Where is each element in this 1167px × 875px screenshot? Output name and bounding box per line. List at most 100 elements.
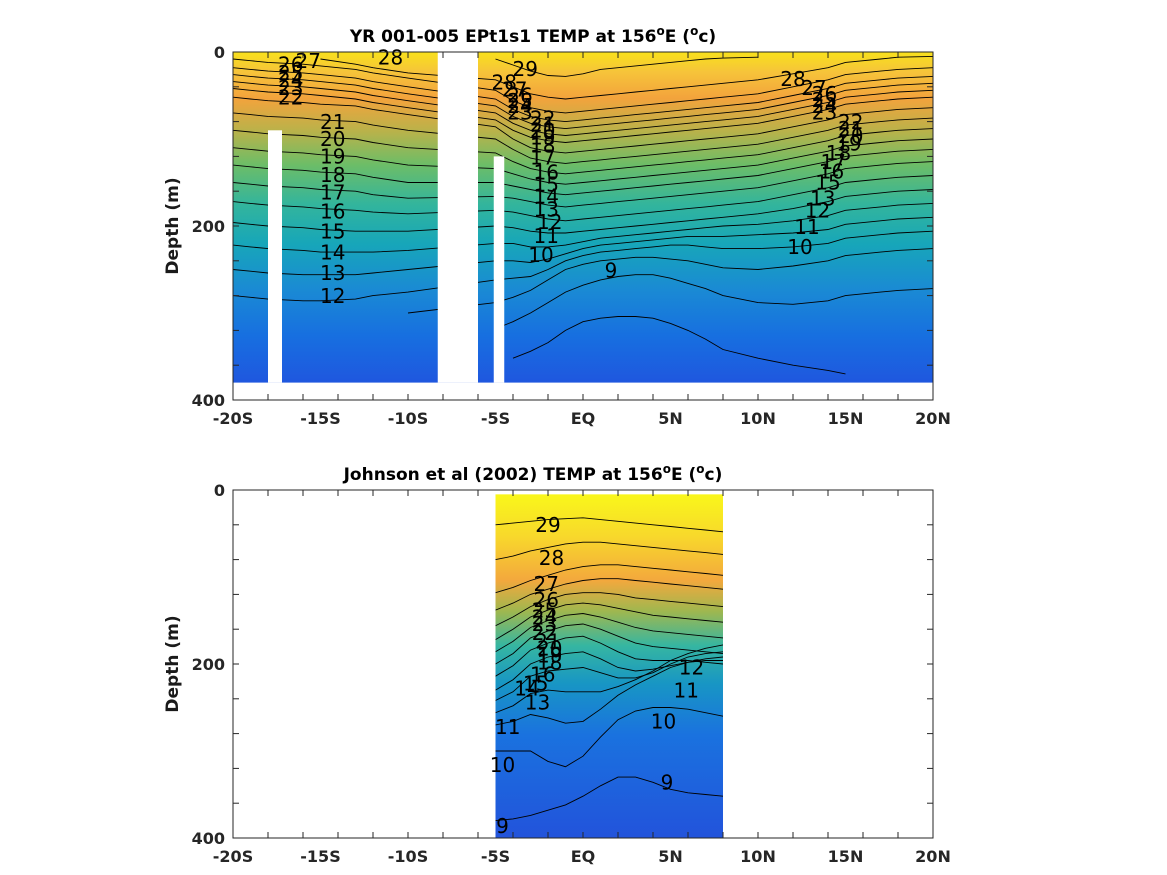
chart0-gap-1	[437, 52, 478, 383]
chart1-contour-label: 13	[525, 691, 550, 715]
chart1-contour-label: 23	[532, 612, 557, 636]
chart0-isotherm-17	[233, 161, 933, 208]
chart1-field	[495, 494, 723, 838]
chart1-x-tick-label: -10S	[388, 847, 428, 866]
chart0-contour-label: 17	[530, 146, 555, 170]
chart0-isotherm-27	[233, 58, 933, 114]
chart1-contour-label: 19	[537, 644, 562, 668]
chart0-contour-label: 22	[838, 110, 863, 134]
chart1-x-tick-label: EQ	[571, 847, 596, 866]
chart0-x-tick-label: -10S	[388, 409, 428, 428]
chart0-contour-label: 23	[812, 100, 837, 124]
chart0-gap-2	[493, 156, 505, 383]
chart0-isotherms	[233, 55, 933, 375]
chart1-x-tick-label: -20S	[213, 847, 253, 866]
chart1-contour-label: 11	[495, 715, 520, 739]
chart0-contour-label: 26	[507, 84, 532, 108]
chart0-ylabel: Depth (m)	[163, 177, 183, 274]
chart0-contour-label: 13	[534, 198, 559, 222]
chart1-contour-label: 9	[496, 814, 509, 838]
chart0-contour-label: 15	[534, 172, 559, 196]
chart0-contour-label: 29	[513, 57, 538, 81]
chart0-contour-label: 28	[378, 45, 403, 69]
chart0-contour-label: 22	[530, 106, 555, 130]
chart0-contour-label: 24	[278, 68, 303, 92]
chart0-contour-label: 9	[605, 259, 618, 283]
chart0-contour-label: 21	[838, 117, 863, 141]
chart1-isotherm-10	[495, 707, 723, 768]
chart0-contour-label: 19	[530, 126, 555, 150]
chart0-isotherm-24	[233, 81, 933, 136]
chart0-contour-label: 25	[507, 89, 532, 113]
chart1-isotherm-29	[495, 517, 723, 533]
chart1-contour-label: 10	[490, 753, 515, 777]
chart1-contour-label: 24	[532, 605, 557, 629]
chart1-isotherm-11	[495, 656, 723, 726]
chart1-contour-label: 22	[532, 621, 557, 645]
chart0-isotherm-23	[233, 88, 933, 143]
chart0-x-tick-label: 10N	[740, 409, 776, 428]
chart0-isotherm-14	[233, 202, 933, 253]
chart1-isotherm-13	[495, 651, 723, 701]
chart0-isotherm-18	[233, 148, 933, 196]
chart0-contour-label: 27	[801, 76, 826, 100]
chart1-contour-label: 29	[535, 513, 560, 537]
chart1-contour-label: 26	[534, 588, 559, 612]
chart1-contour-label: 16	[530, 663, 555, 687]
chart1-contour-label: 21	[535, 630, 560, 654]
chart0-isotherm-22	[233, 96, 933, 154]
chart0-x-tick-label: -15S	[300, 409, 340, 428]
chart0-contour-label: 16	[320, 199, 345, 223]
chart0-contour-label: 25	[812, 88, 837, 112]
chart1-contour-label: 15	[523, 671, 548, 695]
chart1-y-tick-label: 400	[192, 829, 225, 848]
chart0-isotherm-12	[233, 230, 933, 302]
chart0-isotherm-28	[320, 55, 933, 100]
chart0-contour-label: 27	[502, 78, 527, 102]
chart0-contour-label: 24	[812, 94, 837, 118]
chart0-contour-label: 10	[528, 243, 553, 267]
chart0-isotherm-9	[512, 316, 846, 375]
chart0-x-tick-label: -5S	[481, 409, 510, 428]
chart1-contour-label: 12	[679, 656, 704, 680]
chart0-contour-label: 26	[278, 52, 303, 76]
chart1-contour-label: 20	[537, 637, 562, 661]
chart0-contour-label: 26	[812, 82, 837, 106]
chart0-contour-label: 12	[320, 284, 345, 308]
chart1-x-tick-label: 15N	[828, 847, 864, 866]
chart0-contour-label: 12	[805, 199, 830, 223]
chart0-x-tick-label: EQ	[571, 409, 596, 428]
chart0-contour-label: 18	[826, 141, 851, 165]
chart1-ylabel: Depth (m)	[163, 615, 183, 712]
chart0-contour-label: 10	[787, 235, 812, 259]
chart0-contour-label: 23	[278, 76, 303, 100]
chart1-isotherm-20	[495, 613, 723, 653]
chart1-isotherm-24	[495, 592, 723, 627]
chart1-isotherm-28	[495, 541, 723, 561]
chart0-contour-label: 15	[320, 219, 345, 243]
chart0-contour-label: 20	[320, 127, 345, 151]
chart0-contour-label: 21	[320, 110, 345, 134]
chart1-y-tick-label: 0	[214, 481, 225, 500]
chart1-x-tick-label: 20N	[915, 847, 951, 866]
chart1-isotherm-27	[495, 564, 723, 594]
chart0-isotherm-26	[233, 67, 933, 123]
chart0-contour-label: 16	[819, 159, 844, 183]
chart1-contour-label: 18	[537, 651, 562, 675]
chart0-isotherm-16	[233, 175, 933, 222]
chart0-contour-label: 21	[530, 112, 555, 136]
chart0-contour-label: 22	[278, 85, 303, 109]
chart0-contour-label: 25	[278, 61, 303, 85]
chart1-isotherm-26	[495, 578, 723, 611]
chart0-contour-label: 28	[492, 71, 517, 95]
chart0-isotherm-19	[233, 138, 933, 185]
chart0-contour-label: 11	[534, 224, 559, 248]
chart0-contour-label: 28	[780, 67, 805, 91]
chart0-contour-label: 16	[534, 160, 559, 184]
chart0-y-tick-label: 200	[192, 217, 225, 236]
chart0-contour-label: 14	[320, 240, 345, 264]
chart1-isotherm-22	[495, 602, 723, 640]
chart1-isotherm-9	[495, 776, 723, 822]
